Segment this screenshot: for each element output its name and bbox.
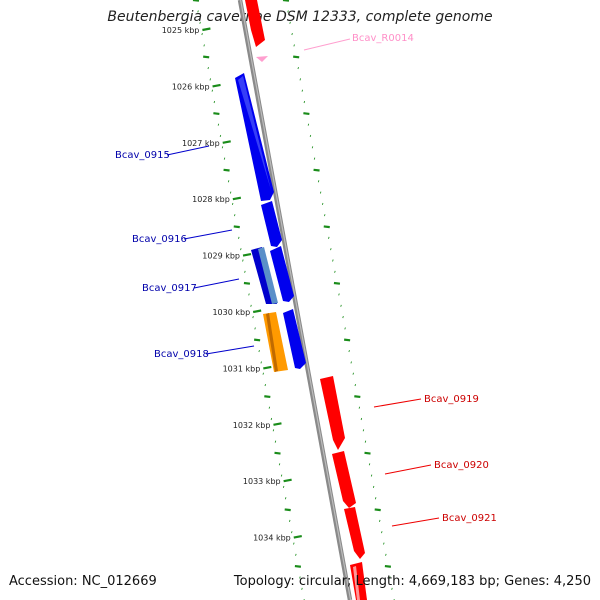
kbp-tick <box>202 27 211 32</box>
kbp-label: 1029 kbp <box>202 252 240 261</box>
topology-text: Topology: circular; Length: 4,669,183 bp… <box>233 574 591 589</box>
kbp-tick <box>252 309 262 314</box>
leader-Bcav_0919 <box>373 398 422 408</box>
leader-Bcav_R0014 <box>303 38 351 51</box>
leader-Bcav_0920 <box>384 464 432 475</box>
gene-reverse-top[interactable] <box>245 0 265 47</box>
gene-Bcav_0917-pseudo <box>258 247 278 304</box>
right-tick-track <box>282 0 395 600</box>
kbp-label: 1026 kbp <box>172 82 210 91</box>
left-track-tick <box>203 55 210 59</box>
leader-Bcav_0915 <box>166 145 210 156</box>
left-track-tick <box>254 338 261 342</box>
kbp-label: 1028 kbp <box>192 195 230 204</box>
right-track-tick <box>303 112 310 116</box>
left-track-tick <box>274 451 281 455</box>
kbp-label: 1031 kbp <box>223 364 261 373</box>
genome-title: Beutenbergia cavernae DSM 12333, complet… <box>107 9 493 25</box>
gene-Bcav_0918b[interactable] <box>283 309 306 369</box>
kbp-tick <box>283 478 292 483</box>
leader-Bcav_0917 <box>193 278 240 289</box>
left-track-tick <box>264 395 271 399</box>
left-track-tick <box>192 0 200 2</box>
gene-Bcav_0915[interactable] <box>235 73 274 201</box>
right-track-tick <box>384 564 392 568</box>
label-Bcav_0915[interactable]: Bcav_0915 <box>115 150 170 161</box>
right-track-tick <box>354 395 361 399</box>
right-track-tick <box>374 508 381 512</box>
right-track-tick <box>364 451 371 455</box>
gene-Bcav_0921[interactable] <box>344 507 365 559</box>
label-Bcav_0919[interactable]: Bcav_0919 <box>424 394 479 405</box>
kbp-tick <box>273 422 282 426</box>
kbp-tick <box>242 253 252 257</box>
label-Bcav_0917[interactable]: Bcav_0917 <box>142 283 197 294</box>
kbp-tick <box>222 140 231 144</box>
kbp-tick <box>293 535 302 539</box>
left-track-tick <box>284 508 291 512</box>
kbp-tick <box>232 196 242 201</box>
label-Bcav_R0014[interactable]: Bcav_R0014 <box>352 33 414 44</box>
leader-Bcav_0916 <box>183 229 233 240</box>
left-track-tick <box>294 564 302 568</box>
left-track-tick <box>213 112 220 116</box>
kbp-axis: 1025 kbp 1026 kbp 1027 kbp 1028 kbp 1029 kbp… <box>162 26 302 543</box>
accession-text: Accession: NC_012669 <box>9 574 157 589</box>
left-track-tick <box>243 281 251 285</box>
right-track-tick <box>313 168 320 172</box>
gene-Bcav_0919[interactable] <box>320 376 345 450</box>
label-Bcav_0918[interactable]: Bcav_0918 <box>154 349 209 360</box>
leader-Bcav_0918 <box>205 345 255 355</box>
kbp-label: 1030 kbp <box>212 308 250 317</box>
genome-backbone-highlight <box>240 0 352 600</box>
kbp-tick <box>263 365 272 370</box>
left-tick-track <box>192 0 305 600</box>
right-track-tick <box>293 55 300 59</box>
gene-Bcav_0917a[interactable] <box>270 246 294 302</box>
gene-Bcav_0920[interactable] <box>332 451 356 508</box>
left-track-tick <box>233 225 240 229</box>
right-track-tick <box>333 281 341 285</box>
kbp-label: 1025 kbp <box>162 26 200 35</box>
right-track-tick <box>282 0 290 2</box>
kbp-label: 1032 kbp <box>233 421 271 430</box>
right-track-tick <box>323 225 330 229</box>
kbp-label: 1027 kbp <box>182 139 220 148</box>
right-track-tick <box>344 338 351 342</box>
gene-Bcav_0916[interactable] <box>261 201 282 247</box>
leader-Bcav_0921 <box>391 517 440 527</box>
kbp-tick <box>212 83 221 88</box>
kbp-label: 1034 kbp <box>253 534 291 543</box>
label-Bcav_0920[interactable]: Bcav_0920 <box>434 460 489 471</box>
left-track-tick <box>223 168 230 172</box>
gene-rna-Bcav_R0014[interactable] <box>256 56 268 62</box>
kbp-label: 1033 kbp <box>243 477 281 486</box>
label-Bcav_0921[interactable]: Bcav_0921 <box>442 513 497 524</box>
label-Bcav_0916[interactable]: Bcav_0916 <box>132 234 187 245</box>
